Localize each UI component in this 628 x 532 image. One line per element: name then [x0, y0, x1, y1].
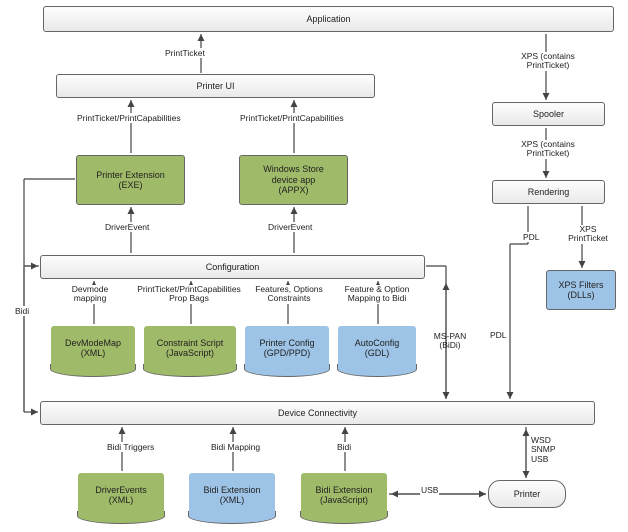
- lbl-ptpc1: PrintTicket/PrintCapabilities: [76, 113, 182, 123]
- autoconfig-label: AutoConfig (GDL): [355, 338, 400, 359]
- bidi-ext-js-doc: Bidi Extension (JavaScript): [301, 473, 387, 517]
- configuration-label: Configuration: [206, 262, 260, 272]
- lbl-bidi-left: Bidi: [14, 306, 30, 316]
- printer-extension-box: Printer Extension (EXE): [76, 155, 185, 205]
- lbl-devmode: Devmode mapping: [63, 285, 117, 304]
- device-connectivity-label: Device Connectivity: [278, 408, 357, 418]
- lbl-de2: DriverEvent: [267, 222, 313, 232]
- lbl-biditrig: Bidi Triggers: [106, 442, 155, 452]
- rendering-label: Rendering: [528, 187, 570, 197]
- lbl-de1: DriverEvent: [104, 222, 150, 232]
- lbl-xps-pt: XPS PrintTicket: [562, 225, 614, 244]
- printer-label: Printer: [514, 489, 541, 499]
- lbl-xps1: XPS (contains PrintTicket): [502, 52, 594, 71]
- printer-node: Printer: [488, 480, 566, 508]
- lbl-wsdsnmpusb: WSD SNMP USB: [530, 436, 566, 464]
- lbl-ptpcprop: PrintTicket/PrintCapabilities Prop Bags: [129, 285, 249, 304]
- device-connectivity-box: Device Connectivity: [40, 401, 595, 425]
- devmodemap-doc: DevModeMap (XML): [51, 326, 135, 370]
- rendering-box: Rendering: [492, 180, 605, 204]
- constraint-doc: Constraint Script (JavaScript): [144, 326, 236, 370]
- printer-ui-label: Printer UI: [196, 81, 234, 91]
- spooler-label: Spooler: [533, 109, 564, 119]
- store-app-box: Windows Store device app (APPX): [239, 155, 348, 205]
- application-label: Application: [306, 14, 350, 24]
- lbl-printticket: PrintTicket: [164, 48, 206, 58]
- lbl-bidi3: Bidi: [336, 442, 352, 452]
- configuration-box: Configuration: [40, 255, 425, 279]
- xps-filters-box: XPS Filters (DLLs): [546, 270, 616, 310]
- printer-ui-box: Printer UI: [56, 74, 375, 98]
- driverevents-label: DriverEvents (XML): [95, 485, 147, 506]
- bidi-ext-js-label: Bidi Extension (JavaScript): [315, 485, 372, 506]
- printer-extension-label: Printer Extension (EXE): [96, 170, 165, 191]
- autoconfig-doc: AutoConfig (GDL): [338, 326, 416, 370]
- bidi-ext-xml-doc: Bidi Extension (XML): [189, 473, 275, 517]
- printer-config-doc: Printer Config (GPD/PPD): [245, 326, 329, 370]
- lbl-xps2: XPS (contains PrintTicket): [502, 140, 594, 159]
- application-box: Application: [43, 6, 614, 32]
- lbl-mspan: MS-PAN (BiDi): [428, 332, 472, 351]
- lbl-featoptc: Features, Options Constraints: [250, 285, 328, 304]
- constraint-label: Constraint Script (JavaScript): [157, 338, 224, 359]
- lbl-featoptbidi: Feature & Option Mapping to Bidi: [336, 285, 418, 304]
- xps-filters-label: XPS Filters (DLLs): [558, 280, 603, 301]
- lbl-bidimap: Bidi Mapping: [210, 442, 261, 452]
- lbl-usb: USB: [420, 485, 439, 495]
- spooler-box: Spooler: [492, 102, 605, 126]
- driverevents-doc: DriverEvents (XML): [78, 473, 164, 517]
- lbl-ptpc2: PrintTicket/PrintCapabilities: [239, 113, 345, 123]
- bidi-ext-xml-label: Bidi Extension (XML): [203, 485, 260, 506]
- printer-config-label: Printer Config (GPD/PPD): [259, 338, 314, 359]
- lbl-pdl2: PDL: [489, 330, 508, 340]
- devmodemap-label: DevModeMap (XML): [65, 338, 121, 359]
- store-app-label: Windows Store device app (APPX): [263, 164, 324, 195]
- lbl-pdl1: PDL: [522, 232, 541, 242]
